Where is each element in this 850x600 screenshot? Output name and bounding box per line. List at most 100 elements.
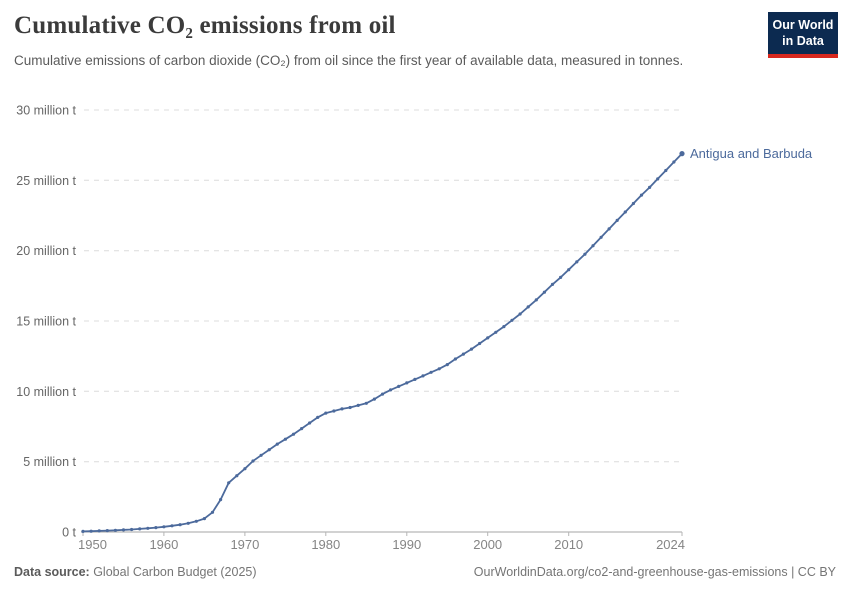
data-point [461, 352, 465, 356]
data-point [413, 377, 417, 381]
data-point [599, 235, 603, 239]
owid-logo-line1: Our World [772, 18, 834, 32]
data-point [324, 411, 328, 415]
data-point [251, 459, 255, 463]
data-point [105, 529, 109, 533]
data-point [259, 453, 263, 457]
data-point [672, 160, 676, 164]
data-point [227, 481, 231, 485]
data-point [445, 363, 449, 367]
attribution-link[interactable]: OurWorldinData.org/co2-and-greenhouse-ga… [473, 565, 836, 579]
y-axis-label: 0 t [62, 526, 76, 540]
series-end-dot [679, 151, 685, 157]
data-point [559, 275, 563, 279]
data-source-value: Global Carbon Budget (2025) [89, 565, 257, 579]
data-point [202, 517, 206, 521]
data-point [89, 529, 93, 533]
data-point [210, 510, 215, 514]
x-tick-label: 1960 [149, 537, 178, 552]
data-point [397, 384, 401, 388]
data-point [316, 415, 320, 419]
data-point [502, 325, 506, 329]
data-point [178, 523, 182, 527]
data-point [453, 357, 457, 361]
data-point [591, 244, 595, 248]
x-tick-label: 2010 [554, 537, 583, 552]
data-point [510, 318, 514, 322]
data-point [405, 381, 409, 385]
data-point [372, 397, 376, 401]
data-point [348, 405, 352, 410]
data-point [429, 370, 433, 374]
data-point [550, 282, 555, 286]
data-point [639, 193, 644, 197]
data-point [389, 388, 393, 392]
series-line [82, 152, 683, 533]
chart-footer: Data source: Global Carbon Budget (2025)… [14, 565, 836, 579]
data-source: Data source: Global Carbon Budget (2025) [14, 565, 257, 579]
series-end-label[interactable]: Antigua and Barbuda [690, 146, 813, 161]
y-axis-label: 30 million t [16, 104, 76, 118]
data-point [421, 374, 425, 378]
y-axis-label: 10 million t [16, 385, 76, 399]
y-axis-label: 20 million t [16, 244, 76, 258]
y-axis-label: 25 million t [16, 174, 76, 188]
data-point [121, 528, 126, 532]
data-point [146, 526, 150, 530]
y-axis-label: 15 million t [16, 315, 76, 329]
data-point [219, 498, 223, 502]
data-point [267, 448, 271, 452]
x-tick-label: 2000 [473, 537, 502, 552]
data-point [623, 210, 627, 214]
data-point [631, 201, 636, 206]
data-point [437, 367, 441, 371]
data-point [235, 474, 239, 478]
data-point [170, 524, 174, 528]
data-point [186, 521, 190, 525]
data-point [607, 227, 611, 231]
data-point [494, 330, 498, 334]
data-point [81, 529, 85, 534]
y-axis-label: 5 million t [23, 455, 76, 469]
data-point [97, 529, 101, 533]
x-tick-label: 1950 [78, 537, 107, 552]
data-point [542, 290, 547, 294]
data-point [138, 527, 142, 531]
data-point [648, 185, 652, 189]
data-point [364, 401, 368, 405]
data-point [518, 312, 522, 316]
data-point [194, 519, 198, 523]
data-point [340, 407, 344, 411]
data-point [478, 341, 482, 346]
data-point [300, 427, 304, 431]
data-point [356, 403, 360, 407]
data-point [130, 527, 134, 532]
data-point [113, 528, 117, 532]
data-point [575, 260, 579, 264]
data-point [526, 305, 530, 309]
data-point [380, 392, 385, 396]
owid-logo-line2: in Data [782, 34, 824, 49]
data-point [656, 177, 660, 181]
x-tick-label: 2024 [656, 537, 685, 552]
data-point [308, 421, 312, 425]
data-point [275, 442, 279, 446]
data-point [291, 432, 296, 436]
chart-subtitle: Cumulative emissions of carbon dioxide (… [14, 53, 684, 68]
data-point [486, 336, 490, 340]
x-tick-label: 1970 [230, 537, 259, 552]
x-tick-label: 1990 [392, 537, 421, 552]
chart-title: Cumulative CO₂ emissions from oil [14, 12, 396, 39]
owid-logo[interactable]: Our World in Data [768, 12, 838, 58]
data-point [162, 525, 166, 529]
data-point [283, 437, 287, 441]
data-point [583, 252, 587, 256]
data-point [534, 298, 538, 302]
data-point [154, 526, 158, 530]
data-point [332, 409, 336, 413]
data-source-label: Data source: [14, 565, 90, 579]
data-point [469, 347, 474, 351]
data-point [243, 467, 247, 471]
